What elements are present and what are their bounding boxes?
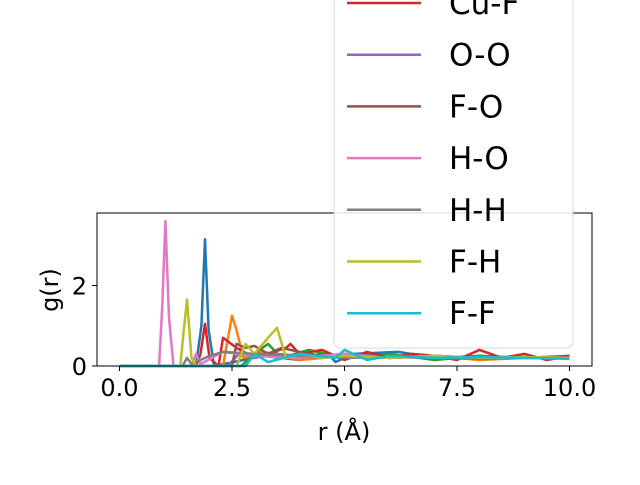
- x-tick-label: 10.0: [543, 374, 596, 402]
- legend-label: H-H: [449, 193, 507, 229]
- legend: Cu-F O-O F-O H-O H-H F-H F-F: [333, 0, 574, 349]
- y-axis-label: g(r): [36, 268, 64, 312]
- legend-label: F-F: [449, 296, 496, 332]
- series-lines: [119, 219, 570, 368]
- legend-label: Cu-F: [449, 0, 519, 22]
- x-tick-label: 5.0: [325, 374, 363, 402]
- legend-label: O-O: [449, 38, 511, 74]
- series-line-cu-f: [119, 322, 570, 368]
- x-tick-label: 7.5: [438, 374, 476, 402]
- series-line-f-f: [119, 348, 570, 368]
- x-tick-label: 2.5: [213, 374, 251, 402]
- legend-label: H-O: [449, 141, 509, 177]
- series-line-f-h: [119, 298, 570, 368]
- y-axis-ticks: 02: [72, 272, 97, 381]
- y-tick-label: 0: [72, 353, 87, 381]
- y-tick-label: 2: [72, 272, 87, 300]
- x-axis-label: r (Å): [318, 417, 371, 446]
- x-axis-ticks: 0.0 2.5 5.0 7.5 10.0: [100, 366, 596, 402]
- legend-label: F-H: [449, 245, 501, 281]
- x-tick-label: 0.0: [100, 374, 138, 402]
- legend-label: F-O: [449, 89, 503, 125]
